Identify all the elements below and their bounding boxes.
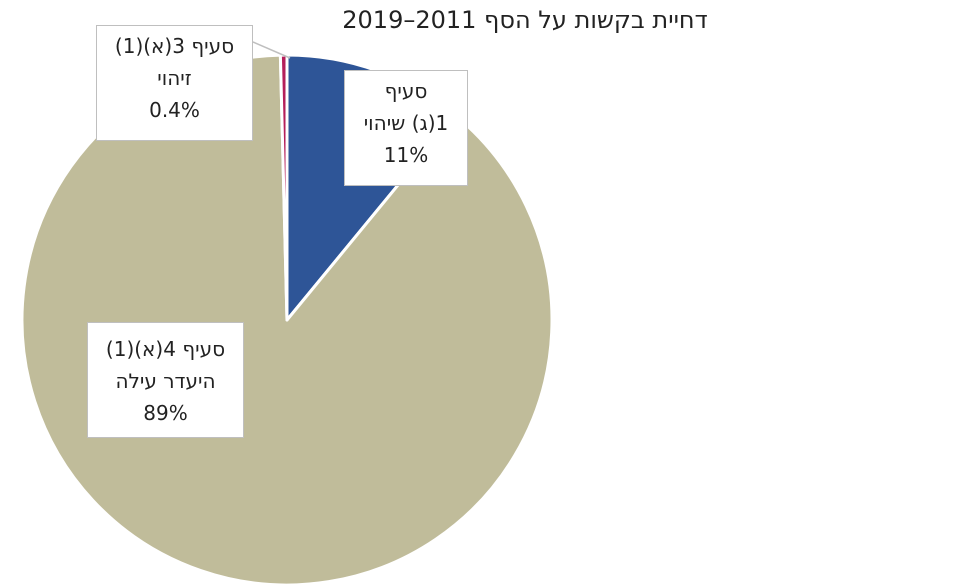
data-label-line2: זיהוי [97,62,252,94]
data-label-line1: סעיף 3(א)(1) [97,30,252,62]
data-label-percent: 11% [345,139,467,171]
data-label-line2: 1(ג) שיהוי [345,107,467,139]
data-label-line2: היעדר עילה [88,365,243,397]
data-label-identification: סעיף 3(א)(1) זיהוי 0.4% [96,25,253,141]
data-label-percent: 89% [88,397,243,429]
data-label-line1: סעיף [345,75,467,107]
data-label-percent: 0.4% [97,94,252,126]
data-label-line1: סעיף 4(א)(1) [88,333,243,365]
data-label-delay: סעיף 1(ג) שיהוי 11% [344,70,468,186]
data-label-no-cause: סעיף 4(א)(1) היעדר עילה 89% [87,322,244,438]
chart-title: דחיית בקשות על הסף 2011–2019 [290,4,760,36]
